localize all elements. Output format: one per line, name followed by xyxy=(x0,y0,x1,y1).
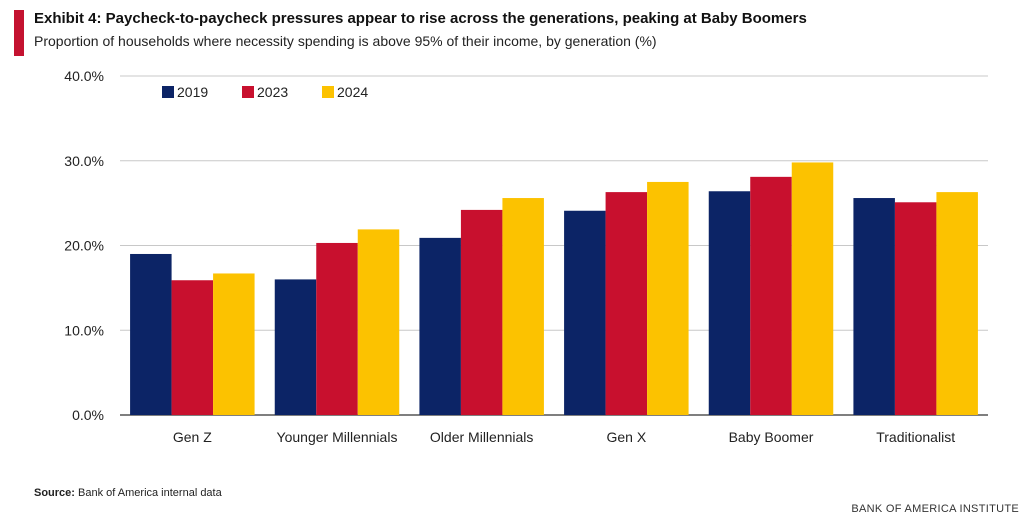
bar-2023 xyxy=(894,202,937,415)
y-tick-label: 0.0% xyxy=(72,407,104,423)
x-tick-label: Baby Boomer xyxy=(729,429,814,445)
chart-subtitle: Proportion of households where necessity… xyxy=(34,33,657,49)
y-tick-label: 10.0% xyxy=(64,322,104,338)
x-tick-label: Older Millennials xyxy=(430,429,533,445)
legend-label: 2023 xyxy=(257,84,288,100)
bar-2019 xyxy=(130,253,172,415)
x-tick-label: Traditionalist xyxy=(876,429,955,445)
x-tick-label: Gen X xyxy=(606,429,646,445)
bar-2024 xyxy=(647,181,689,415)
bar-2024 xyxy=(213,273,255,415)
x-axis-ticks: Gen Z Younger Millennials Older Millennial… xyxy=(173,429,955,445)
y-tick-label: 30.0% xyxy=(64,153,104,169)
bar-chart: 0.0% 10.0% 20.0% 30.0% 40.0% Gen Z Younger Mi… xyxy=(64,68,988,445)
source-text: Bank of America internal data xyxy=(78,487,222,499)
legend-swatch-2024 xyxy=(322,86,334,98)
bar-2024 xyxy=(936,192,978,415)
x-tick-label: Younger Millennials xyxy=(277,429,398,445)
accent-bar xyxy=(14,10,24,56)
bar-2024 xyxy=(502,198,544,415)
brand-name: BANK OF AMERICA INSTITUTE xyxy=(851,503,1019,515)
y-tick-label: 40.0% xyxy=(64,68,104,84)
bar-2019 xyxy=(853,198,895,415)
bar-2019 xyxy=(419,237,461,415)
bar-2019 xyxy=(274,279,317,415)
source-label: Source: xyxy=(34,487,75,499)
bar-2019 xyxy=(708,191,751,415)
bar-2023 xyxy=(460,209,503,415)
bar-2023 xyxy=(171,280,214,415)
bar-2024 xyxy=(791,162,834,415)
bar-2024 xyxy=(357,229,400,415)
legend-label: 2024 xyxy=(337,84,368,100)
y-tick-label: 20.0% xyxy=(64,238,104,254)
legend-label: 2019 xyxy=(177,84,208,100)
bars xyxy=(130,162,978,415)
legend: 2019 2023 2024 xyxy=(162,84,368,100)
source-note: Source: Bank of America internal data xyxy=(34,487,222,499)
chart-title: Exhibit 4: Paycheck-to-paycheck pressure… xyxy=(34,10,807,27)
legend-swatch-2023 xyxy=(242,86,254,98)
gridlines xyxy=(120,75,988,416)
y-axis-ticks: 0.0% 10.0% 20.0% 30.0% 40.0% xyxy=(64,68,104,423)
x-tick-label: Gen Z xyxy=(173,429,212,445)
bar-2023 xyxy=(316,242,358,415)
bar-2019 xyxy=(564,210,606,415)
bar-2023 xyxy=(750,176,792,415)
legend-swatch-2019 xyxy=(162,86,174,98)
bar-2023 xyxy=(605,192,648,415)
